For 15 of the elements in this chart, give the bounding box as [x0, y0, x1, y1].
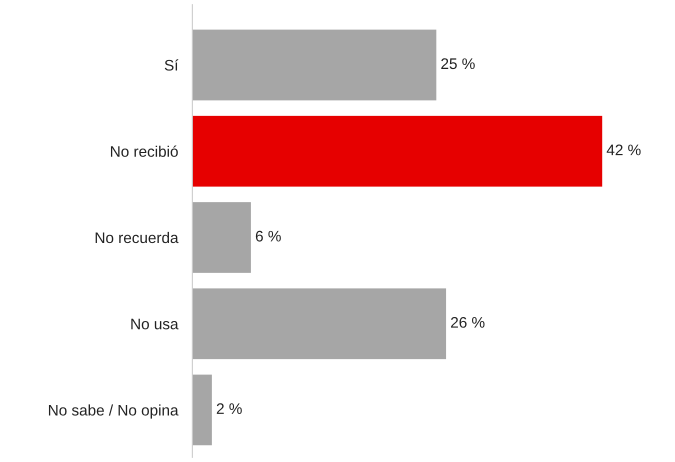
bar — [192, 202, 251, 273]
y-tick-label: Sí — [164, 59, 178, 71]
data-label: 6 % — [256, 230, 281, 242]
bar — [192, 374, 212, 446]
bar — [192, 30, 436, 100]
y-tick-label: No usa — [131, 318, 178, 330]
data-label: 2 % — [216, 403, 242, 414]
y-tick-label: No recibió — [110, 146, 178, 157]
data-label: 25 % — [441, 58, 475, 70]
data-label: 26 % — [451, 316, 485, 328]
bar — [192, 116, 602, 187]
y-tick-label: No recuerda — [96, 232, 178, 244]
data-label: 42 % — [606, 144, 641, 156]
bar — [192, 288, 446, 360]
y-tick-label: No sabe / No opina — [48, 404, 178, 419]
